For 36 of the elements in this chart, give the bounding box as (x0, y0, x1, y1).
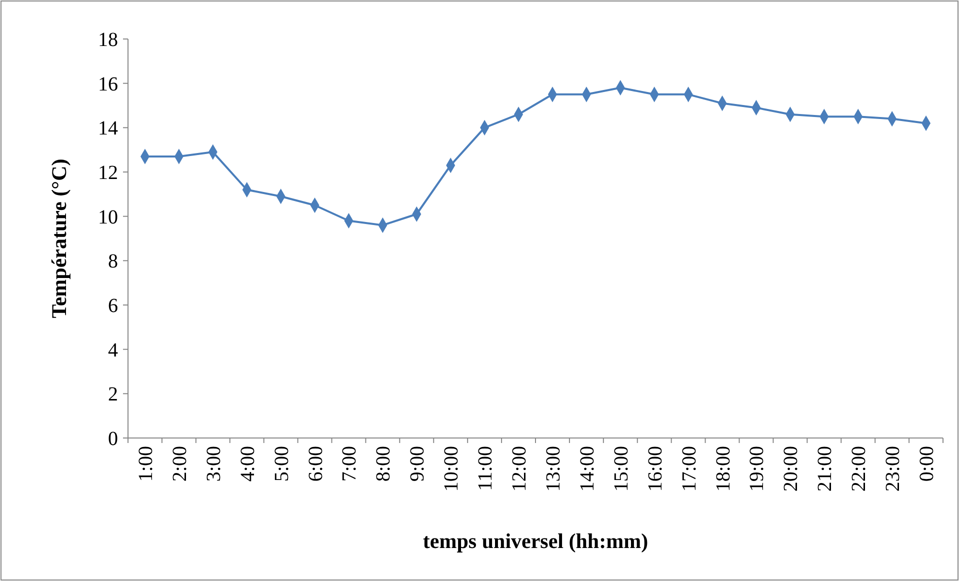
y-tick-label: 8 (108, 250, 118, 273)
x-tick-label: 14:00 (576, 446, 598, 492)
y-tick-label: 10 (98, 206, 118, 228)
x-tick-label: 23:00 (882, 446, 904, 492)
x-tick-label: 3:00 (202, 446, 225, 482)
x-tick-label: 2:00 (168, 446, 191, 482)
x-tick-label: 1:00 (134, 446, 157, 482)
x-tick-label: 5:00 (270, 446, 293, 482)
x-tick-label: 19:00 (746, 446, 768, 492)
y-tick-label: 6 (108, 295, 118, 317)
y-tick-label: 16 (98, 73, 118, 96)
y-tick-label: 18 (98, 29, 118, 51)
y-tick-label: 14 (98, 118, 118, 140)
x-tick-label: 15:00 (610, 446, 632, 492)
x-tick-label: 11:00 (474, 446, 497, 491)
x-tick-label: 4:00 (236, 446, 259, 482)
x-tick-label: 9:00 (406, 446, 429, 482)
y-axis-title: Température (°C) (47, 158, 71, 318)
x-tick-label: 20:00 (780, 446, 802, 492)
x-tick-label: 10:00 (440, 446, 463, 492)
x-tick-label: 8:00 (372, 446, 395, 482)
x-tick-label: 12:00 (508, 446, 531, 492)
x-tick-label: 17:00 (678, 446, 700, 492)
x-tick-label: 6:00 (304, 446, 327, 482)
x-tick-label: 18:00 (712, 446, 734, 492)
x-tick-label: 13:00 (542, 446, 564, 492)
x-tick-label: 21:00 (814, 446, 836, 492)
x-tick-label: 16:00 (644, 446, 666, 492)
x-tick-label: 22:00 (848, 446, 870, 492)
x-tick-label: 7:00 (338, 446, 361, 482)
y-tick-label: 2 (108, 384, 118, 406)
y-tick-label: 4 (108, 339, 118, 362)
y-tick-label: 12 (98, 162, 118, 184)
x-axis-title: temps universel (hh:mm) (422, 529, 648, 553)
y-tick-label: 0 (108, 428, 118, 450)
x-tick-label: 0:00 (916, 446, 938, 482)
